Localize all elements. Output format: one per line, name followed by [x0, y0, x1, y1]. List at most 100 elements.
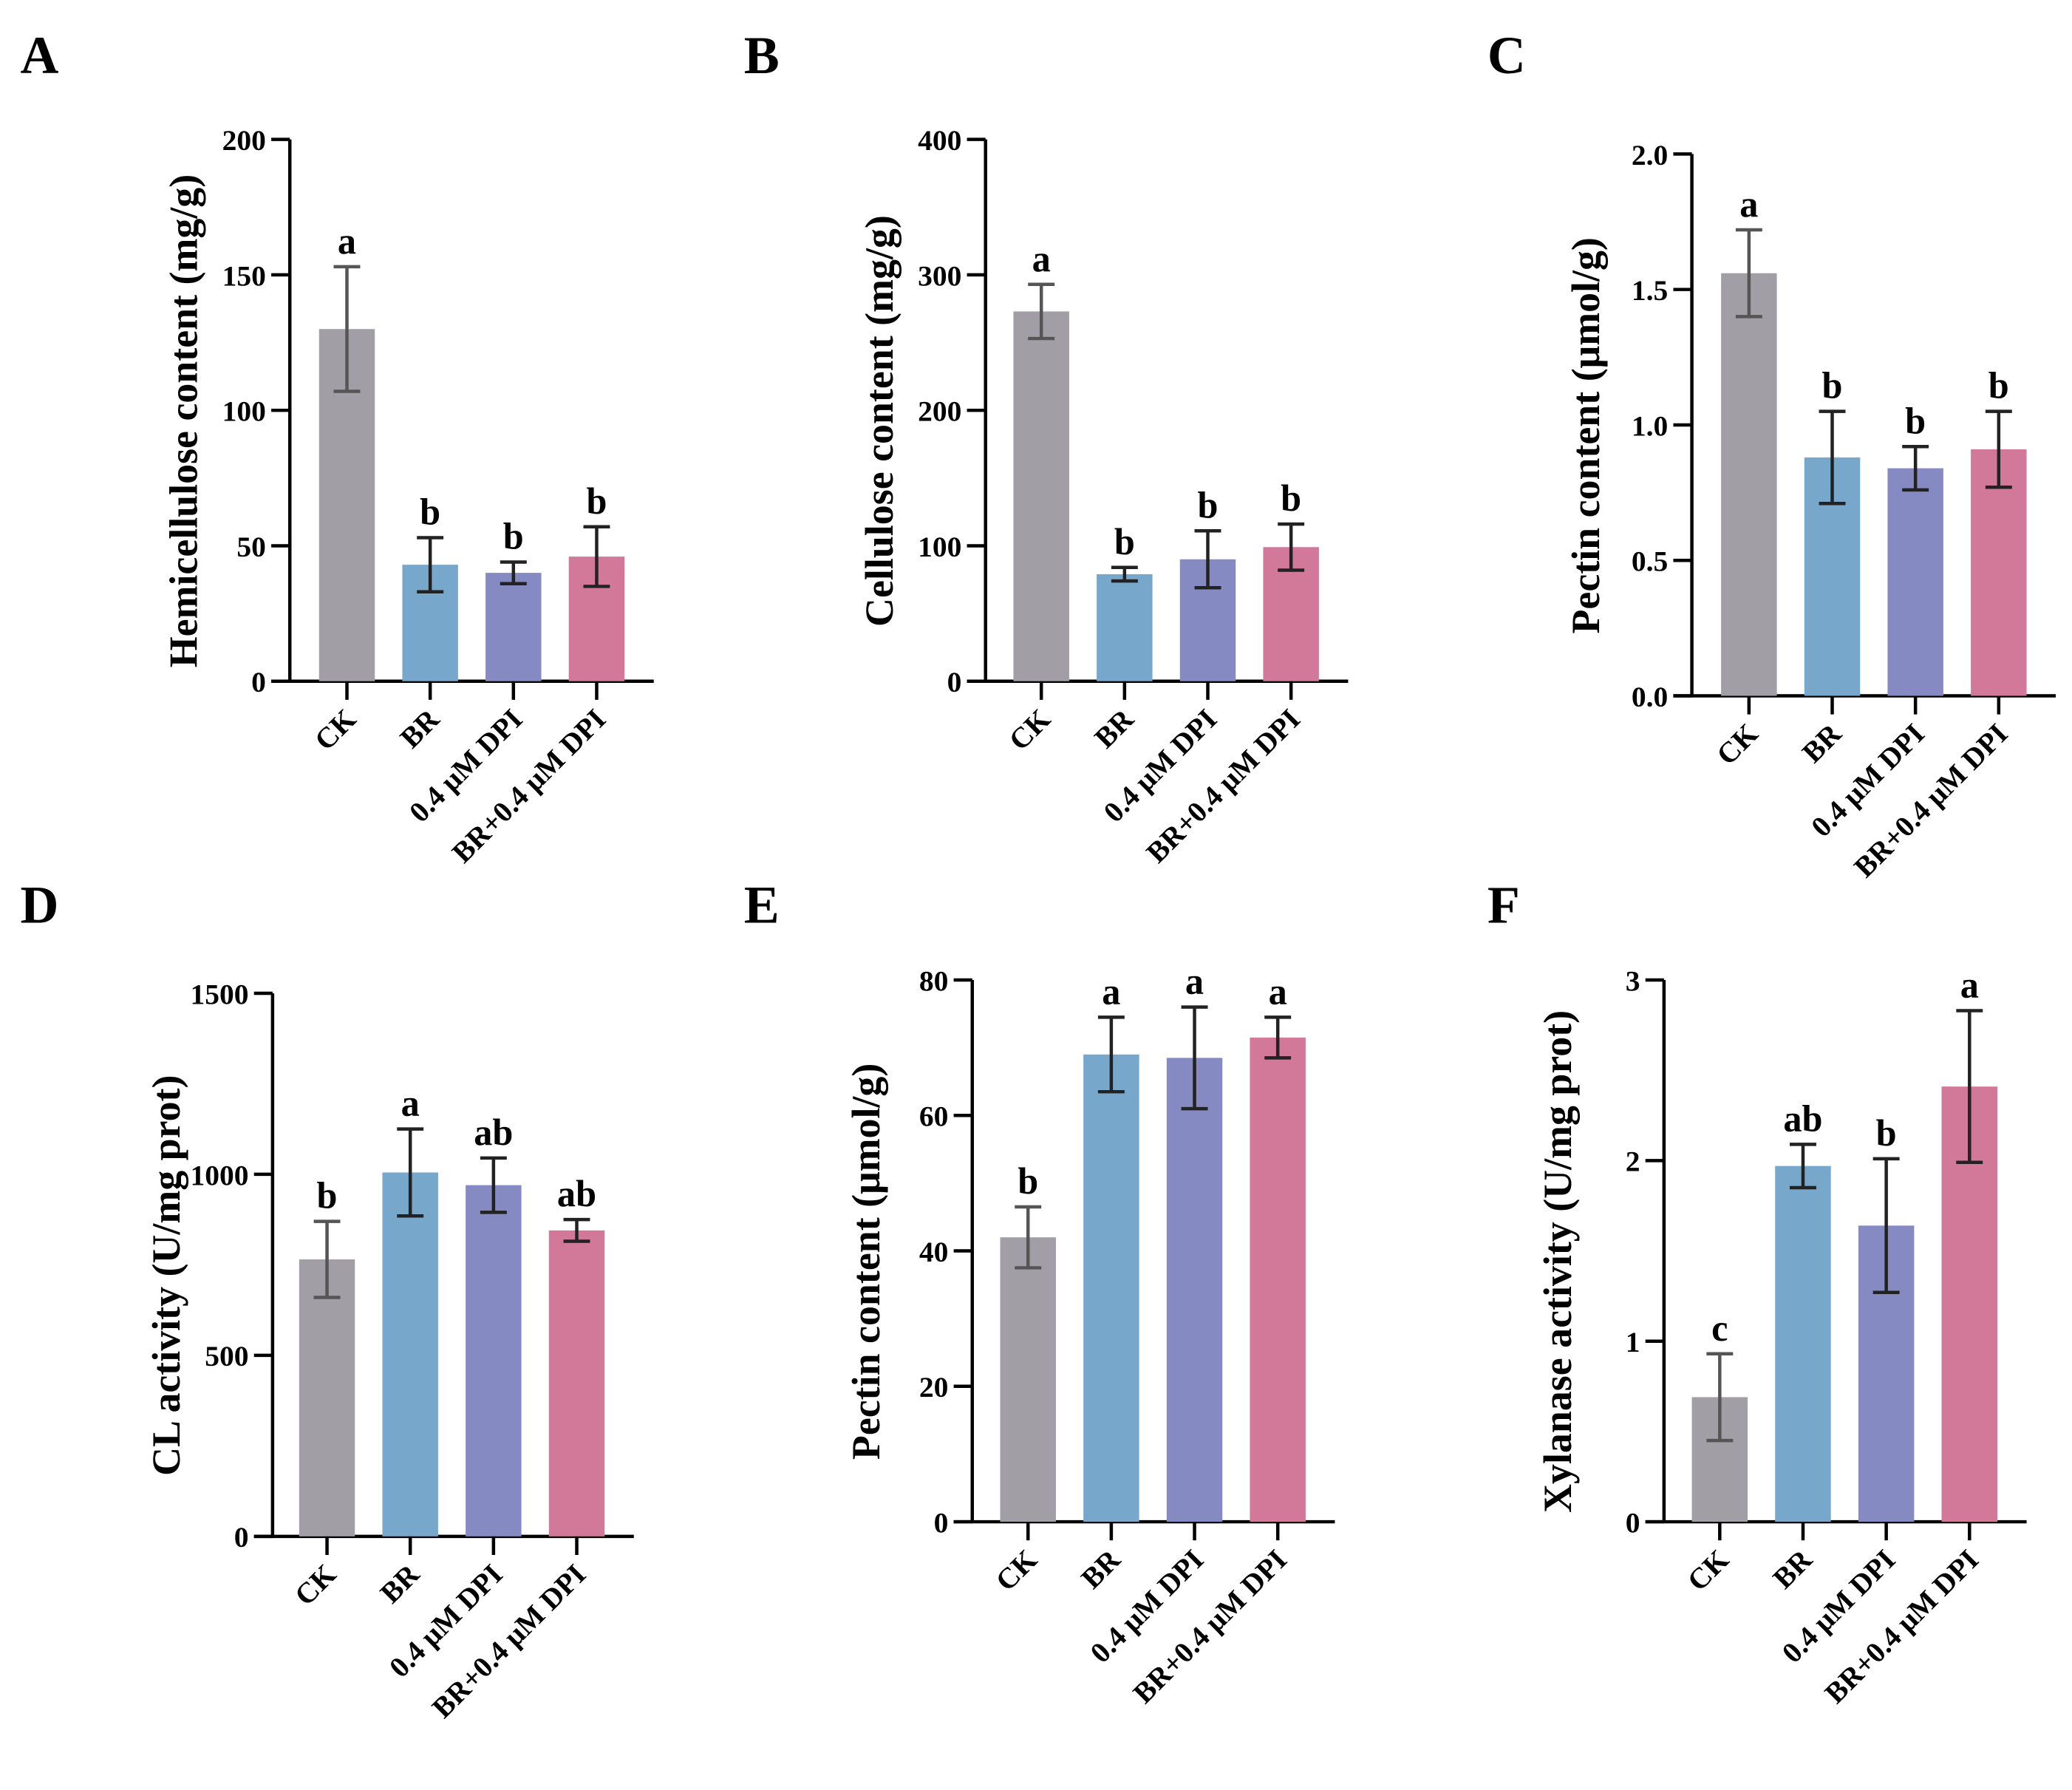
- x-tick-label: CK: [288, 1558, 342, 1612]
- significance-letter: a: [1739, 183, 1758, 225]
- panel-label: F: [1487, 876, 1520, 935]
- x-tick-label: BR+0.4 μM DPI: [1140, 703, 1306, 869]
- bar-3: [466, 1185, 522, 1537]
- y-tick-label: 0: [947, 666, 962, 698]
- panel-C: C 0.0 0.5 1.0 1.5 2.0 Pectin content (μmol/g) a…: [1487, 26, 2056, 884]
- x-tick-label: BR: [1088, 703, 1140, 755]
- y-tick-label: 50: [236, 531, 266, 563]
- y-tick-label: 100: [222, 395, 266, 428]
- x-tick-label: BR: [1796, 717, 1847, 769]
- significance-letter: b: [1281, 477, 1301, 519]
- y-axis-label: Pectin content (μmol/g): [844, 1064, 888, 1460]
- x-tick-label: BR: [394, 703, 446, 755]
- y-tick-label: 200: [222, 124, 266, 157]
- panel-label: A: [20, 26, 58, 85]
- y-tick-label: 40: [919, 1236, 949, 1268]
- bar-1: [299, 1259, 355, 1537]
- significance-letter: b: [1988, 365, 2009, 406]
- y-tick-label: 0.5: [1632, 545, 1668, 578]
- y-tick-label: 2: [1626, 1146, 1640, 1178]
- x-tick-label: BR+0.4 μM DPI: [1819, 1543, 1985, 1709]
- x-tick-label: BR+0.4 μM DPI: [1127, 1543, 1293, 1709]
- significance-letter: a: [401, 1083, 420, 1124]
- y-axis-label: Pectin content (μmol/g): [1564, 237, 1608, 633]
- bar-1: [1721, 273, 1777, 696]
- significance-letter: a: [1185, 961, 1204, 1002]
- x-tick-label: BR+0.4 μM DPI: [426, 1558, 592, 1724]
- significance-letter: ab: [1783, 1098, 1822, 1139]
- y-axis-label: Xylanase activity (U/mg prot): [1536, 1010, 1580, 1513]
- bar-3: [1166, 1058, 1223, 1522]
- significance-letter: b: [586, 480, 607, 522]
- bar-2: [1097, 574, 1153, 681]
- significance-letter: b: [1018, 1160, 1038, 1202]
- significance-letter: b: [1905, 400, 1926, 441]
- y-tick-label: 80: [919, 964, 949, 997]
- y-axis-label: CL activity (U/mg prot): [144, 1075, 188, 1476]
- x-tick-label: BR: [1075, 1543, 1127, 1595]
- panel-label: B: [744, 26, 780, 85]
- y-tick-label: 0: [1626, 1506, 1640, 1539]
- significance-letter: b: [1822, 365, 1843, 406]
- x-tick-label: CK: [1003, 703, 1057, 757]
- x-tick-label: CK: [1711, 717, 1765, 771]
- y-tick-label: 1: [1626, 1326, 1640, 1358]
- x-tick-label: BR+0.4 μM DPI: [446, 703, 612, 869]
- bar-3: [1887, 468, 1943, 696]
- y-tick-label: 0.0: [1632, 681, 1668, 713]
- panel-A: A 0 50 100 150 200 Hemicellulose content (mg/g…: [20, 26, 654, 869]
- panel-D: D 0 500 1000 1500 CL activity (U/mg prot) b CK a…: [20, 876, 634, 1724]
- y-tick-label: 60: [919, 1100, 949, 1133]
- significance-letter: b: [503, 515, 524, 557]
- y-tick-label: 0: [251, 666, 266, 698]
- y-axis-label: Hemicellulose content (mg/g): [161, 174, 205, 667]
- panel-label: C: [1487, 26, 1526, 85]
- significance-letter: a: [1960, 964, 1979, 1006]
- bar-1: [1013, 311, 1069, 681]
- bar-3: [485, 573, 542, 681]
- bar-4: [548, 1230, 605, 1537]
- y-tick-label: 1000: [191, 1159, 249, 1191]
- x-tick-label: CK: [989, 1543, 1043, 1597]
- bar-4: [1971, 449, 2027, 696]
- x-tick-label: CK: [308, 703, 362, 757]
- bar-1: [1000, 1237, 1056, 1522]
- significance-letter: a: [1102, 970, 1120, 1012]
- y-tick-label: 400: [918, 124, 961, 157]
- y-tick-label: 3: [1626, 964, 1640, 997]
- x-tick-label: CK: [1681, 1543, 1735, 1597]
- y-tick-label: 2.0: [1632, 139, 1668, 171]
- significance-letter: c: [1711, 1307, 1728, 1349]
- significance-letter: ab: [557, 1173, 596, 1214]
- significance-letter: ab: [474, 1112, 513, 1153]
- x-tick-label: BR: [374, 1558, 426, 1610]
- y-tick-label: 150: [222, 259, 266, 292]
- bar-2: [1775, 1165, 1831, 1522]
- significance-letter: a: [338, 220, 356, 262]
- y-tick-label: 20: [919, 1371, 949, 1403]
- significance-letter: b: [1198, 484, 1219, 525]
- x-tick-label: BR+0.4 μM DPI: [1847, 718, 2014, 884]
- significance-letter: b: [1876, 1112, 1897, 1154]
- y-axis-label: Cellulose content (mg/g): [857, 215, 902, 627]
- panel-B: B 0 100 200 300 400 Cellulose content (mg/g) a C…: [744, 26, 1349, 869]
- significance-letter: b: [1114, 521, 1135, 562]
- bar-2: [382, 1172, 438, 1537]
- bar-2: [1083, 1054, 1139, 1522]
- panel-label: E: [744, 876, 780, 935]
- y-tick-label: 100: [918, 531, 961, 563]
- bar-4: [1250, 1037, 1306, 1522]
- y-tick-label: 0: [934, 1506, 949, 1539]
- y-tick-label: 0: [234, 1521, 249, 1554]
- y-tick-label: 300: [918, 259, 961, 292]
- significance-letter: b: [420, 491, 440, 532]
- x-tick-label: BR: [1767, 1543, 1819, 1595]
- y-tick-label: 1.0: [1632, 409, 1668, 442]
- significance-letter: a: [1032, 238, 1051, 279]
- y-tick-label: 200: [918, 395, 961, 428]
- significance-letter: a: [1269, 970, 1287, 1012]
- y-tick-label: 1.5: [1632, 274, 1668, 307]
- y-tick-label: 1500: [191, 978, 249, 1010]
